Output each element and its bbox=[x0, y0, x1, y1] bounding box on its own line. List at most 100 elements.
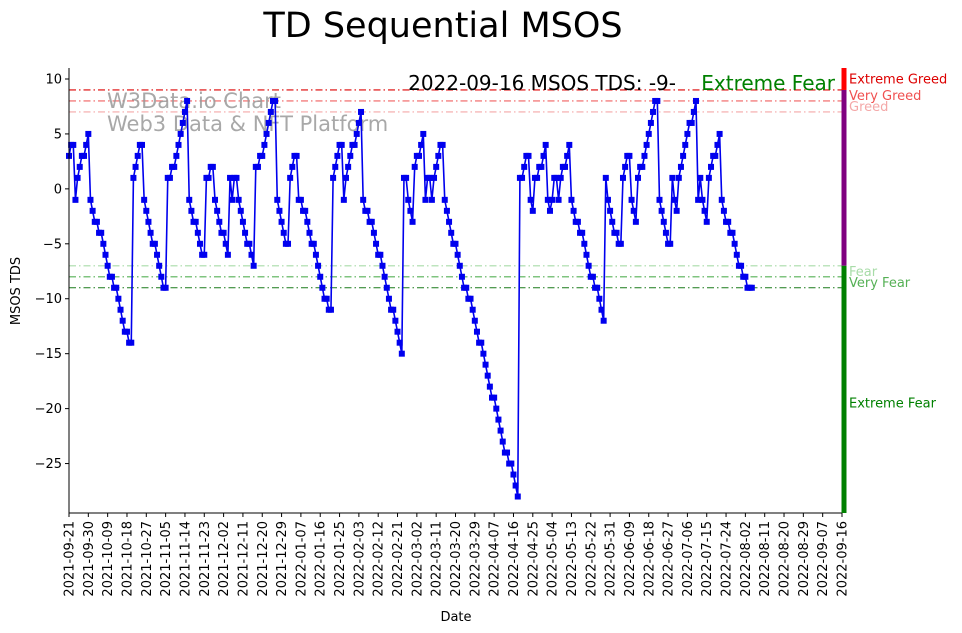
data-point bbox=[428, 196, 435, 203]
data-point bbox=[100, 240, 107, 247]
data-point bbox=[738, 262, 745, 269]
x-tick-label: 2022-01-16 bbox=[314, 521, 329, 597]
data-point bbox=[287, 174, 294, 181]
data-point bbox=[463, 284, 470, 291]
data-point bbox=[598, 306, 605, 313]
data-point bbox=[549, 196, 556, 203]
data-point bbox=[529, 207, 536, 214]
data-point bbox=[162, 284, 169, 291]
data-point bbox=[564, 152, 571, 159]
data-point bbox=[508, 460, 515, 467]
data-point bbox=[123, 328, 130, 335]
series-msos-tds bbox=[66, 97, 755, 500]
data-point bbox=[557, 174, 564, 181]
data-point bbox=[403, 174, 410, 181]
data-point bbox=[338, 141, 345, 148]
x-tick-label: 2021-09-30 bbox=[82, 521, 97, 597]
data-point bbox=[317, 273, 324, 280]
annotation-latest-value: 2022-09-16 MSOS TDS: -9- bbox=[408, 71, 676, 95]
data-point bbox=[510, 471, 517, 478]
zone-side-bar bbox=[841, 68, 847, 513]
data-point bbox=[613, 229, 620, 236]
x-tick-label: 2022-05-22 bbox=[584, 521, 599, 597]
x-tick-label: 2022-07-15 bbox=[700, 521, 715, 597]
data-point bbox=[607, 207, 614, 214]
data-point bbox=[297, 196, 304, 203]
y-tick-label: −15 bbox=[35, 347, 62, 362]
data-point bbox=[368, 218, 375, 225]
data-point bbox=[482, 361, 489, 368]
data-point bbox=[731, 240, 738, 247]
data-point bbox=[409, 218, 416, 225]
data-point bbox=[227, 174, 234, 181]
watermark: W3Data.io Chart Web3 Data & NFT Platform bbox=[107, 89, 388, 136]
data-point bbox=[181, 108, 188, 115]
chart-title: TD Sequential MSOS bbox=[262, 6, 622, 46]
y-tick-label: −5 bbox=[43, 237, 62, 252]
data-point bbox=[385, 295, 392, 302]
data-point bbox=[93, 218, 100, 225]
data-point bbox=[220, 229, 227, 236]
data-point bbox=[319, 284, 326, 291]
data-point bbox=[497, 427, 504, 434]
data-point bbox=[239, 218, 246, 225]
data-point bbox=[312, 251, 319, 258]
data-point bbox=[222, 240, 229, 247]
data-point bbox=[224, 251, 231, 258]
data-point bbox=[495, 416, 502, 423]
data-point bbox=[443, 207, 450, 214]
data-point bbox=[276, 207, 283, 214]
data-point bbox=[643, 141, 650, 148]
x-tick-label: 2021-10-27 bbox=[140, 521, 155, 597]
data-point bbox=[626, 152, 633, 159]
x-tick-label: 2022-09-07 bbox=[816, 521, 831, 597]
data-point bbox=[484, 372, 491, 379]
data-point bbox=[89, 207, 96, 214]
data-point bbox=[562, 163, 569, 170]
data-point bbox=[74, 174, 81, 181]
data-point bbox=[254, 163, 261, 170]
data-point bbox=[214, 207, 221, 214]
data-point bbox=[87, 196, 94, 203]
x-tick-label: 2022-02-03 bbox=[352, 521, 367, 597]
data-point bbox=[418, 141, 425, 148]
data-point bbox=[448, 229, 455, 236]
data-point bbox=[128, 339, 135, 346]
x-tick-label: 2022-04-16 bbox=[507, 521, 522, 597]
data-point bbox=[555, 196, 562, 203]
data-point bbox=[420, 130, 427, 137]
data-point bbox=[658, 207, 665, 214]
data-point bbox=[104, 262, 111, 269]
data-point bbox=[177, 130, 184, 137]
x-tick-label: 2022-08-02 bbox=[739, 521, 754, 597]
data-point bbox=[340, 196, 347, 203]
x-tick-label: 2022-09-16 bbox=[836, 521, 851, 597]
data-point bbox=[527, 196, 534, 203]
x-tick-label: 2021-11-05 bbox=[159, 521, 174, 597]
side-bar-segment bbox=[841, 68, 847, 90]
data-point bbox=[650, 108, 657, 115]
data-point bbox=[345, 163, 352, 170]
zone-label-fear: Fear bbox=[849, 265, 878, 280]
data-point bbox=[184, 97, 191, 104]
data-point bbox=[553, 174, 560, 181]
data-point bbox=[446, 218, 453, 225]
data-point bbox=[729, 229, 736, 236]
data-point bbox=[334, 152, 341, 159]
data-point bbox=[390, 306, 397, 313]
data-point bbox=[83, 141, 90, 148]
data-point bbox=[422, 196, 429, 203]
data-point bbox=[705, 174, 712, 181]
data-point bbox=[70, 141, 77, 148]
data-point bbox=[635, 174, 642, 181]
data-point bbox=[381, 273, 388, 280]
data-point bbox=[143, 207, 150, 214]
zone-label-very-greed: Very Greed bbox=[849, 89, 921, 104]
data-point bbox=[617, 240, 624, 247]
data-point bbox=[76, 163, 83, 170]
data-point bbox=[667, 240, 674, 247]
x-tick-label: 2021-10-18 bbox=[120, 521, 135, 597]
x-tick-label: 2022-07-06 bbox=[681, 521, 696, 597]
zone-label-extreme-fear: Extreme Fear bbox=[849, 397, 937, 412]
